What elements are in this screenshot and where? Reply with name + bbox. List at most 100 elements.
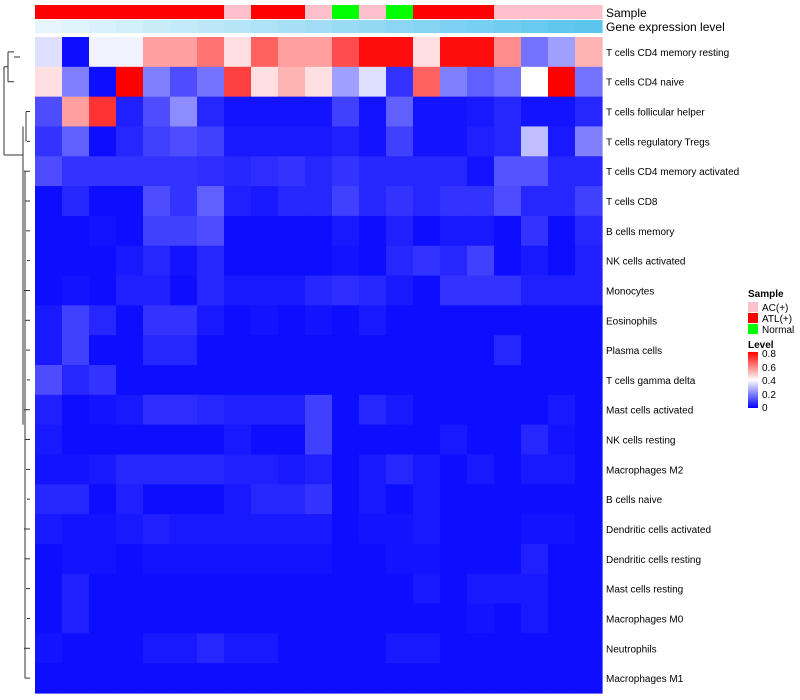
heatmap-cell xyxy=(440,275,468,306)
heatmap-cell xyxy=(305,603,333,634)
heatmap-cell xyxy=(521,603,549,634)
heatmap-cell xyxy=(35,543,63,575)
heatmap-cell xyxy=(143,245,171,277)
heatmap-cell xyxy=(332,454,360,485)
sample-annotation-cell xyxy=(413,5,441,19)
heatmap-cell xyxy=(521,484,549,515)
heatmap-cell xyxy=(197,633,225,664)
heatmap-cell xyxy=(62,305,90,336)
heatmap-cell xyxy=(89,514,117,545)
heatmap-cell xyxy=(332,633,360,664)
heatmap-cell xyxy=(575,365,603,396)
sample-annotation-cell xyxy=(305,5,333,19)
heatmap-cell xyxy=(467,573,495,605)
heatmap-cell xyxy=(575,663,603,694)
heatmap-cell xyxy=(413,305,441,336)
heatmap-cell xyxy=(62,663,90,694)
heatmap-cell xyxy=(251,126,279,157)
gene-expression-annotation-cell xyxy=(224,20,252,33)
heatmap-cell xyxy=(413,245,441,277)
heatmap-cell xyxy=(278,603,306,634)
heatmap-cell xyxy=(413,215,441,247)
heatmap-cell xyxy=(521,186,549,217)
heatmap-cell xyxy=(467,37,495,68)
heatmap-cell xyxy=(62,156,90,187)
heatmap-cell xyxy=(35,603,63,634)
gene-expression-annotation-cell xyxy=(62,20,90,33)
sample-annotation-cell xyxy=(278,5,306,19)
heatmap-cell xyxy=(224,365,252,396)
heatmap-cell xyxy=(575,305,603,336)
heatmap-cell xyxy=(170,454,198,485)
heatmap-cell xyxy=(116,573,144,605)
sample-annotation-cell xyxy=(440,5,468,19)
heatmap-cell xyxy=(35,186,63,217)
heatmap-cell xyxy=(386,633,414,664)
heatmap-cell xyxy=(521,215,549,247)
heatmap-cell xyxy=(224,335,252,366)
row-label: Macrophages M2 xyxy=(606,465,684,476)
heatmap-cell xyxy=(440,186,468,217)
row-label: B cells memory xyxy=(606,227,674,238)
gene-expression-annotation-cell xyxy=(35,20,63,33)
legend-label-atl: ATL(+) xyxy=(762,314,792,325)
heatmap-cell xyxy=(386,365,414,396)
heatmap-cell xyxy=(35,37,63,68)
heatmap-cell xyxy=(170,66,198,98)
row-label: T cells CD4 naive xyxy=(606,78,685,89)
heatmap-cell xyxy=(89,394,117,426)
heatmap-cell xyxy=(548,245,576,277)
sample-annotation-cell xyxy=(332,5,360,19)
heatmap-cell xyxy=(440,37,468,68)
heatmap-cell xyxy=(332,215,360,247)
gene-expression-annotation-cell xyxy=(305,20,333,33)
heatmap-cell xyxy=(548,454,576,485)
heatmap-cell xyxy=(197,394,225,426)
heatmap-cell xyxy=(197,37,225,68)
gene-expression-annotation-cell xyxy=(170,20,198,33)
heatmap-cell xyxy=(35,394,63,426)
gene-expression-annotation-cell xyxy=(332,20,360,33)
heatmap-cell xyxy=(62,215,90,247)
heatmap-cell xyxy=(413,66,441,98)
heatmap-cell xyxy=(386,573,414,605)
level-tick-0.8: 0.8 xyxy=(762,349,776,360)
heatmap-cell xyxy=(467,484,495,515)
heatmap-cell xyxy=(332,365,360,396)
heatmap-cell xyxy=(413,186,441,217)
heatmap-cell xyxy=(197,305,225,336)
heatmap-cell xyxy=(305,335,333,366)
heatmap-cell xyxy=(170,335,198,366)
heatmap-cell xyxy=(89,573,117,605)
row-labels: T cells CD4 memory resting T cells CD4 na… xyxy=(606,48,739,685)
heatmap-cell xyxy=(332,603,360,634)
heatmap-cell xyxy=(467,424,495,456)
heatmap-cell xyxy=(332,275,360,306)
heatmap-cell xyxy=(440,156,468,187)
heatmap-cell xyxy=(170,186,198,217)
heatmap-cell xyxy=(548,394,576,426)
heatmap-cell xyxy=(467,633,495,664)
heatmap-cell xyxy=(467,66,495,98)
heatmap-cell xyxy=(521,156,549,187)
heatmap-cell xyxy=(359,603,387,634)
sample-annotation-cell xyxy=(197,5,225,19)
heatmap-cell xyxy=(305,186,333,217)
heatmap-cell xyxy=(224,603,252,634)
heatmap-cell xyxy=(467,305,495,336)
heatmap-cell xyxy=(197,663,225,694)
heatmap-cell xyxy=(359,126,387,157)
heatmap-cell xyxy=(170,305,198,336)
heatmap-cell xyxy=(305,305,333,336)
heatmap-cell xyxy=(278,305,306,336)
heatmap-cell xyxy=(332,245,360,277)
heatmap-cell xyxy=(89,543,117,575)
gene-expression-annotation-cell xyxy=(89,20,117,33)
heatmap-cell xyxy=(278,394,306,426)
heatmap-cell xyxy=(143,633,171,664)
row-label: T cells CD4 memory activated xyxy=(606,167,739,178)
heatmap-cell xyxy=(440,96,468,128)
heatmap-cell xyxy=(386,335,414,366)
heatmap-cell xyxy=(89,275,117,306)
